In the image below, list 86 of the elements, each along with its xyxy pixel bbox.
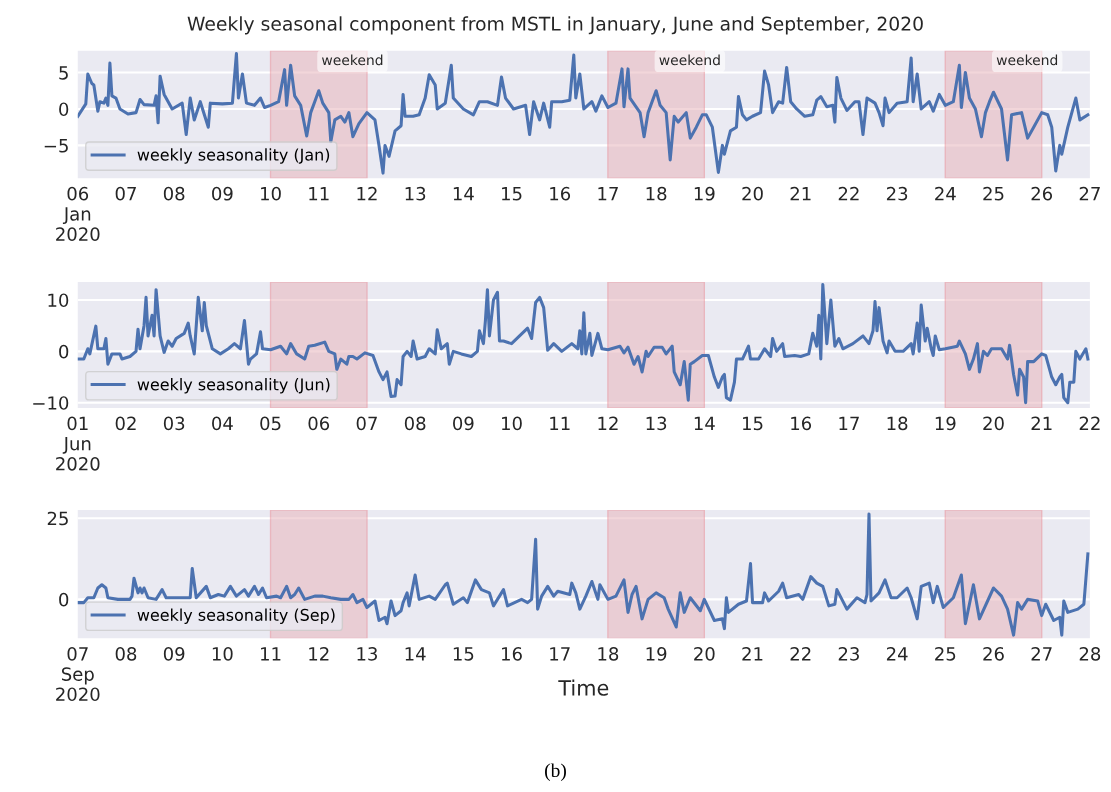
x-tick-label: 27 [1031, 647, 1052, 661]
x-tick-label: 16 [502, 647, 522, 661]
y-tick-label: 0 [59, 102, 69, 117]
x-tick-label: 09 [163, 647, 185, 661]
y-tick-label: −5 [44, 139, 68, 153]
x-tick-label: 09 [453, 416, 474, 431]
x-tick-label: 10 [261, 186, 281, 201]
x-tick-label: 08 [115, 647, 137, 661]
line-series [77, 512, 1090, 637]
x-tick-label: 01 Jun 2020 [56, 416, 100, 471]
x-tick-label: 13 [405, 186, 426, 201]
x-tick-label: 07 Sep 2020 [56, 647, 100, 702]
band-label: weekend [659, 54, 720, 66]
x-tick-label: 12 [357, 186, 377, 201]
x-tick-label: 09 [212, 186, 233, 201]
band-label: weekend [321, 54, 383, 66]
x-tick-label: 07 [356, 416, 377, 431]
x-tick-label: 11 [309, 187, 329, 201]
x-tick-label: 19 [935, 416, 956, 431]
x-tick-label: 18 [598, 647, 619, 661]
x-tick-label: 20 [694, 647, 715, 661]
x-tick-label: 24 [935, 186, 956, 201]
x-tick-label: 16 [550, 186, 571, 201]
x-tick-label: 08 [404, 416, 426, 431]
y-tick-label: 25 [47, 511, 68, 526]
x-tick-label: 25 [983, 186, 1004, 201]
x-tick-label: 26 [1031, 186, 1053, 201]
y-tick-label: −10 [33, 396, 69, 410]
x-tick-label: 18 [887, 416, 908, 431]
x-tick-label: 21 [742, 647, 763, 661]
x-tick-label: 10 [502, 416, 522, 431]
x-tick-label: 22 [838, 186, 859, 201]
x-tick-label: 14 [694, 416, 715, 430]
x-tick-label: 24 [886, 647, 908, 661]
x-tick-label: 23 [838, 647, 859, 661]
x-tick-label: 14 [453, 187, 474, 201]
x-tick-label: 13 [357, 647, 377, 661]
legend-label: weekly seasonality (Sep) [137, 608, 335, 624]
x-axis-title: Time [558, 679, 609, 696]
x-tick-label: 23 [886, 186, 908, 201]
x-tick-label: 28 [1079, 647, 1101, 661]
line-series [77, 52, 1090, 175]
x-tick-label: 11 [550, 416, 570, 430]
x-tick-label: 17 [550, 647, 570, 661]
x-tick-label: 10 [212, 647, 233, 661]
y-tick-label: 0 [59, 592, 69, 607]
chart-title: Weekly seasonal component from MSTL in January, June and September, 2020 [187, 16, 923, 35]
legend-label: weekly seasonality (Jan) [137, 148, 330, 164]
x-tick-label: 15 [453, 647, 474, 661]
x-tick-label: 14 [405, 647, 426, 661]
x-tick-label: 15 [502, 187, 522, 201]
x-tick-label: 12 [309, 647, 329, 661]
x-tick-label: 04 [212, 416, 233, 431]
x-tick-label: 18 [646, 186, 667, 201]
x-tick-label: 11 [261, 647, 281, 661]
x-tick-label: 22 [1079, 416, 1100, 430]
x-tick-label: 19 [646, 647, 667, 661]
x-tick-label: 19 [694, 186, 715, 201]
y-tick-label: 5 [59, 66, 68, 80]
x-tick-label: 06 Jan 2020 [56, 186, 100, 241]
x-tick-label: 26 [983, 647, 1004, 661]
x-tick-label: 08 [163, 186, 185, 201]
x-tick-label: 13 [646, 416, 667, 431]
x-tick-label: 03 [163, 416, 185, 431]
x-tick-label: 20 [742, 186, 763, 201]
line-series [77, 282, 1090, 405]
x-tick-label: 15 [743, 416, 763, 431]
x-tick-label: 02 [115, 416, 136, 431]
x-tick-label: 21 [1031, 416, 1052, 430]
x-tick-label: 21 [790, 186, 811, 201]
x-tick-label: 12 [598, 416, 618, 430]
x-tick-label: 20 [983, 416, 1004, 431]
y-tick-label: 0 [59, 344, 69, 359]
text: (b) [545, 763, 566, 782]
x-tick-label: 16 [791, 416, 812, 431]
band-label: weekend [996, 54, 1058, 66]
x-tick-label: 27 [1079, 186, 1100, 201]
x-tick-label: 06 [308, 416, 330, 431]
legend-label: weekly seasonality (Jun) [137, 378, 330, 394]
y-tick-label: 10 [48, 293, 69, 308]
x-tick-label: 17 [839, 416, 859, 430]
x-tick-label: 07 [115, 186, 136, 201]
x-tick-label: 05 [260, 416, 281, 431]
x-tick-label: 22 [790, 647, 811, 661]
x-tick-label: 17 [598, 187, 618, 201]
x-tick-label: 25 [935, 647, 956, 661]
